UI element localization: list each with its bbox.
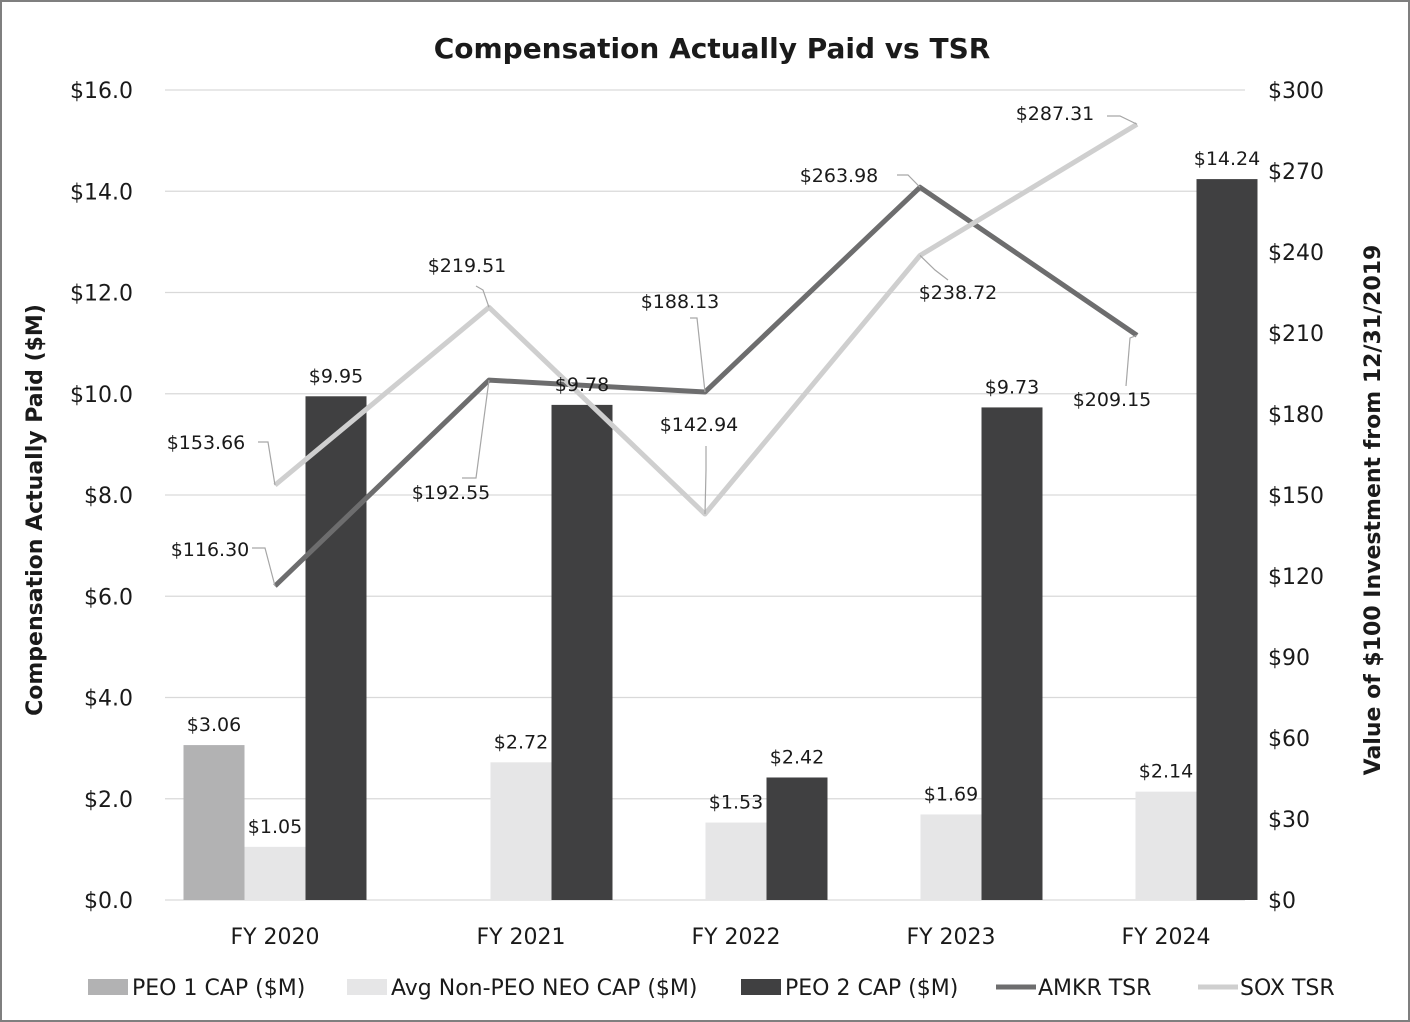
left-tick-label: $8.0 xyxy=(84,484,133,509)
right-tick-label: $240 xyxy=(1268,241,1324,266)
legend-swatch xyxy=(347,979,387,995)
legend-label: Avg Non-PEO NEO CAP ($M) xyxy=(391,976,698,1001)
leader-line xyxy=(1107,115,1138,125)
legend: PEO 1 CAP ($M) Avg Non-PEO NEO CAP ($M) PE… xyxy=(88,976,1335,1001)
bar-peo-2-cap-m--fy-2022 xyxy=(766,777,828,900)
left-tick-label: $2.0 xyxy=(84,788,133,813)
bar-peo-1-cap-m--fy-2020 xyxy=(183,745,245,900)
right-tick-label: $300 xyxy=(1268,79,1324,104)
right-tick-label: $270 xyxy=(1268,160,1324,185)
leader-line xyxy=(704,446,707,515)
leader-line xyxy=(1125,334,1138,387)
line-value-label: $263.98 xyxy=(800,165,879,187)
label-leader-lines xyxy=(252,115,1138,587)
right-tick-label: $210 xyxy=(1268,322,1324,347)
bar-value-label: $9.95 xyxy=(309,365,363,387)
legend-label: SOX TSR xyxy=(1240,976,1335,1001)
legend-swatch xyxy=(741,979,781,995)
left-tick-label: $0.0 xyxy=(84,889,133,914)
leader-line xyxy=(690,317,706,393)
bar-value-label: $2.42 xyxy=(770,746,824,768)
leader-line xyxy=(252,547,276,587)
right-axis-title: Value of $100 Investment from 12/31/2019 xyxy=(1361,245,1386,776)
right-tick-label: $180 xyxy=(1268,403,1324,428)
bar-value-label: $9.73 xyxy=(985,376,1039,398)
bar-avg-non-peo-neo-cap-m--fy-2021 xyxy=(490,762,552,900)
leader-line xyxy=(258,441,276,486)
chart-title: Compensation Actually Paid vs TSR xyxy=(434,32,991,65)
data-labels: $3.06 $1.05 $2.72 $1.53 $1.69 $2.14 $9.95 $9.78… xyxy=(167,103,1261,838)
bar-value-label: $9.78 xyxy=(555,374,609,396)
bar-value-label: $1.69 xyxy=(924,783,978,805)
left-axis-title: Compensation Actually Paid ($M) xyxy=(23,304,48,716)
bar-value-label: $14.24 xyxy=(1194,148,1260,170)
leader-line xyxy=(475,285,490,308)
leader-line xyxy=(897,174,921,188)
leader-line xyxy=(462,380,490,479)
bar-avg-non-peo-neo-cap-m--fy-2020 xyxy=(244,846,306,900)
bar-value-label: $3.06 xyxy=(187,714,241,736)
legend-label: PEO 2 CAP ($M) xyxy=(785,976,958,1001)
line-value-label: $238.72 xyxy=(919,282,998,304)
bar-avg-non-peo-neo-cap-m--fy-2023 xyxy=(920,814,982,900)
bar-peo-2-cap-m--fy-2024 xyxy=(1196,179,1258,901)
bar-peo-2-cap-m--fy-2020 xyxy=(305,396,367,900)
bar-value-label: $1.05 xyxy=(248,816,302,838)
line-value-label: $188.13 xyxy=(641,291,720,313)
category-label: FY 2023 xyxy=(906,925,995,950)
bar-peo-2-cap-m--fy-2023 xyxy=(981,407,1043,900)
legend-label: PEO 1 CAP ($M) xyxy=(132,976,305,1001)
line-value-label: $192.55 xyxy=(412,482,491,504)
category-label: FY 2022 xyxy=(691,925,780,950)
right-tick-label: $150 xyxy=(1268,484,1324,509)
bar-peo-2-cap-m--fy-2021 xyxy=(551,404,613,900)
left-tick-label: $14.0 xyxy=(70,180,133,205)
left-axis-ticks: $0.0 $2.0 $4.0 $6.0 $8.0 $10.0 $12.0 $14.0 $16.0 xyxy=(70,79,133,914)
bar-avg-non-peo-neo-cap-m--fy-2022 xyxy=(705,822,767,900)
category-label: FY 2020 xyxy=(230,925,319,950)
right-tick-label: $0 xyxy=(1268,889,1296,914)
right-axis-ticks: $0 $30 $60 $90 $120 $150 $180 $210 $240 $270 $300 xyxy=(1268,79,1324,914)
line-value-label: $142.94 xyxy=(660,414,739,436)
bar-value-label: $2.72 xyxy=(494,731,548,753)
line-value-label: $287.31 xyxy=(1016,103,1095,125)
left-tick-label: $6.0 xyxy=(84,585,133,610)
bar-avg-non-peo-neo-cap-m--fy-2024 xyxy=(1135,791,1197,900)
left-tick-label: $16.0 xyxy=(70,79,133,104)
right-tick-label: $120 xyxy=(1268,565,1324,590)
leader-line xyxy=(919,255,949,281)
right-tick-label: $60 xyxy=(1268,727,1310,752)
left-tick-label: $10.0 xyxy=(70,383,133,408)
category-axis-labels: FY 2020 FY 2021 FY 2022 FY 2023 FY 2024 xyxy=(230,925,1210,950)
bar-series xyxy=(183,179,1258,901)
line-value-label: $153.66 xyxy=(167,432,246,454)
bar-value-label: $2.14 xyxy=(1139,761,1193,783)
legend-swatch xyxy=(88,979,128,995)
category-label: FY 2024 xyxy=(1121,925,1210,950)
right-tick-label: $90 xyxy=(1268,646,1310,671)
line-value-label: $116.30 xyxy=(171,539,250,561)
left-tick-label: $4.0 xyxy=(84,687,133,712)
line-value-label: $209.15 xyxy=(1073,389,1152,411)
legend-label: AMKR TSR xyxy=(1038,976,1151,1001)
line-value-label: $219.51 xyxy=(428,255,507,277)
category-label: FY 2021 xyxy=(476,925,565,950)
right-tick-label: $30 xyxy=(1268,808,1310,833)
bar-value-label: $1.53 xyxy=(709,792,763,814)
left-tick-label: $12.0 xyxy=(70,282,133,307)
